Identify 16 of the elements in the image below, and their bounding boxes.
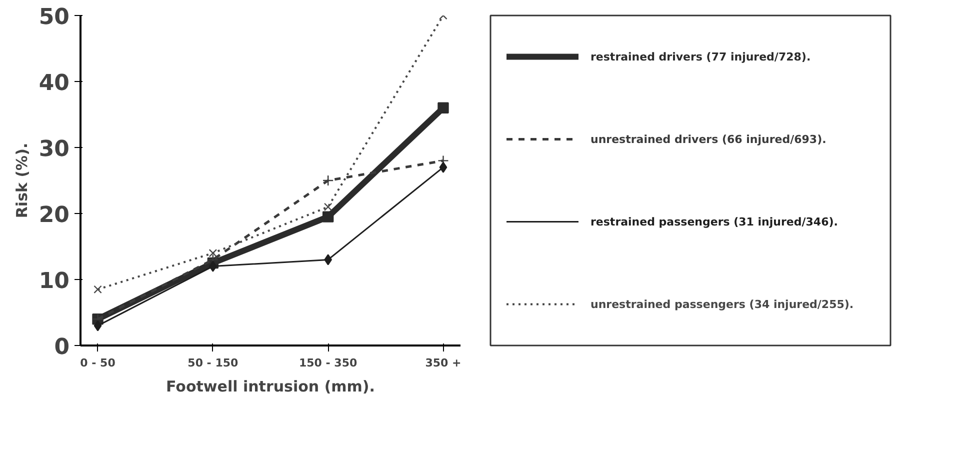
y-tick-label: 20 xyxy=(38,203,70,228)
y-tick-label: 40 xyxy=(38,71,70,96)
text: unrestrained passengers (34 injured/255). xyxy=(590,298,854,311)
text: restrained drivers (77 injured/728). xyxy=(590,50,811,64)
x-axis-title: Footwell intrusion (mm). xyxy=(166,378,375,396)
y-axis-title: Risk (%). xyxy=(12,142,31,218)
y-tick-label: 30 xyxy=(38,137,70,162)
y-tick-label: 50 xyxy=(38,5,70,30)
x-tick-label: 150 - 350 xyxy=(299,356,358,370)
text: unrestrained drivers (66 injured/693). xyxy=(590,132,826,146)
y-tick-label: 10 xyxy=(38,269,70,294)
x-tick-label: 50 - 150 xyxy=(188,356,239,370)
x-tick-label: 350 + xyxy=(425,356,462,370)
text: restrained passengers (31 injured/346). xyxy=(590,215,838,228)
y-tick-label: 0 xyxy=(54,335,70,360)
x-tick-label: 0 - 50 xyxy=(80,356,116,370)
